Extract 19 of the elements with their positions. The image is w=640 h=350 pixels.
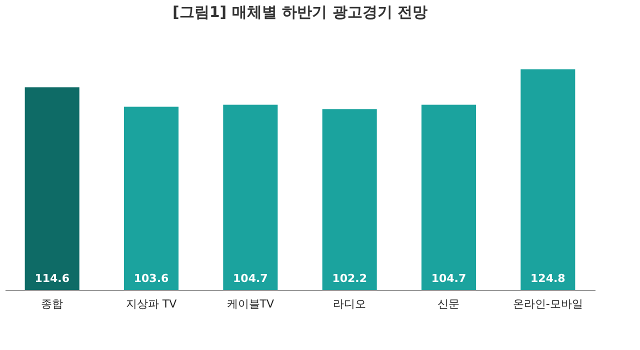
data-label: 124.8 bbox=[530, 272, 566, 285]
data-label: 104.7 bbox=[233, 272, 268, 285]
chart-title: [그림1] 매체별 하반기 광고경기 전망 bbox=[172, 3, 428, 21]
x-tick-label: 종합 bbox=[41, 298, 64, 310]
x-tick-label: 케이블TV bbox=[226, 298, 275, 310]
data-label: 103.6 bbox=[134, 272, 169, 285]
bar bbox=[24, 87, 80, 290]
bar bbox=[520, 69, 576, 290]
data-label: 114.6 bbox=[34, 272, 70, 285]
x-tick-label: 온라인-모바일 bbox=[512, 298, 583, 310]
x-tick-label: 지상파 TV bbox=[126, 298, 178, 310]
bar bbox=[124, 106, 179, 290]
x-tick-label: 라디오 bbox=[333, 298, 366, 310]
bar bbox=[421, 104, 476, 290]
bar bbox=[322, 109, 377, 290]
bar bbox=[223, 104, 278, 290]
x-tick-label: 신문 bbox=[438, 298, 460, 310]
data-label: 104.7 bbox=[431, 272, 466, 285]
data-label: 102.2 bbox=[332, 272, 367, 285]
